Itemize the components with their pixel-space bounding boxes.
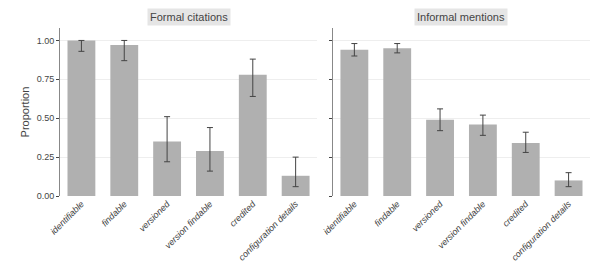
svg-text:Proportion: Proportion bbox=[19, 87, 31, 138]
svg-text:version findable: version findable bbox=[436, 199, 488, 251]
svg-text:configuration details: configuration details bbox=[509, 199, 573, 263]
svg-text:identifiable: identifiable bbox=[321, 199, 358, 236]
svg-text:0.75: 0.75 bbox=[37, 74, 55, 84]
svg-text:configuration details: configuration details bbox=[237, 199, 301, 263]
svg-text:findable: findable bbox=[372, 199, 401, 228]
svg-text:1.00: 1.00 bbox=[37, 36, 55, 46]
svg-text:identifiable: identifiable bbox=[49, 199, 86, 236]
svg-text:0.50: 0.50 bbox=[37, 113, 55, 123]
svg-text:versioned: versioned bbox=[410, 198, 445, 233]
svg-text:Informal mentions: Informal mentions bbox=[417, 11, 505, 23]
svg-text:versioned: versioned bbox=[137, 198, 172, 233]
svg-text:findable: findable bbox=[99, 199, 128, 228]
svg-text:Formal citations: Formal citations bbox=[150, 11, 228, 23]
svg-text:version findable: version findable bbox=[163, 199, 215, 251]
svg-text:0.00: 0.00 bbox=[37, 191, 55, 201]
svg-text:0.25: 0.25 bbox=[37, 152, 55, 162]
svg-text:credited: credited bbox=[228, 198, 258, 228]
svg-text:credited: credited bbox=[501, 198, 531, 228]
